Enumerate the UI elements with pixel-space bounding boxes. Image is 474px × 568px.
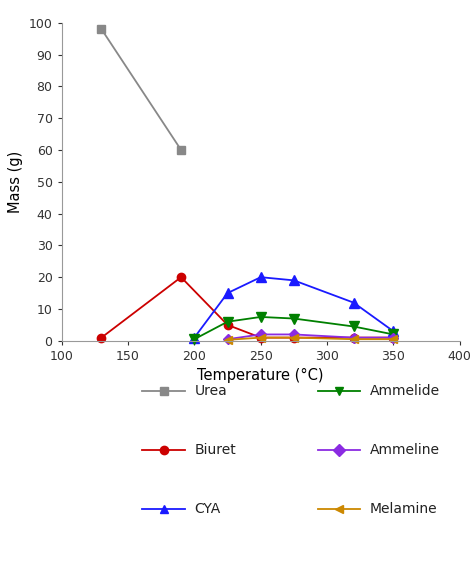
X-axis label: Temperature (°C): Temperature (°C) [198, 369, 324, 383]
Text: Ammelide: Ammelide [370, 384, 440, 398]
Text: Urea: Urea [194, 384, 227, 398]
Text: CYA: CYA [194, 502, 220, 516]
Text: Melamine: Melamine [370, 502, 438, 516]
Text: Biuret: Biuret [194, 443, 236, 457]
Y-axis label: Mass (g): Mass (g) [8, 151, 23, 213]
Text: Ammeline: Ammeline [370, 443, 440, 457]
